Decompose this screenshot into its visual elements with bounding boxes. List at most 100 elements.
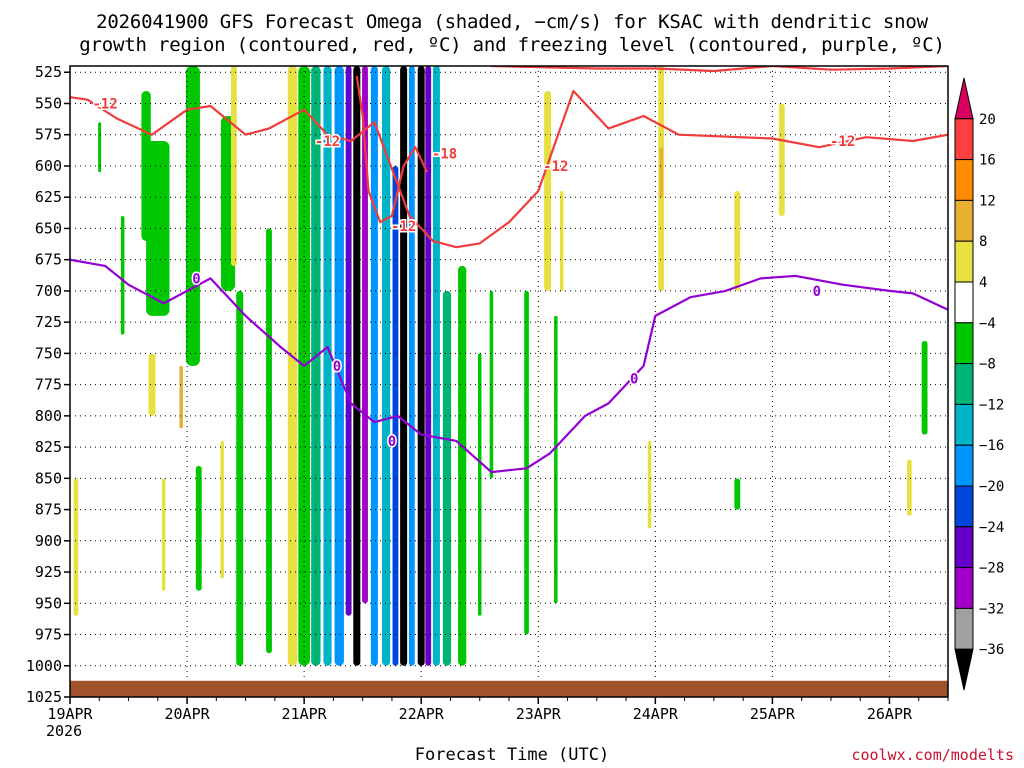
- omega-shade-0: [73, 478, 79, 616]
- colorbar-bin-1: [954, 118, 974, 161]
- colorbar-label-10: −24: [979, 520, 1004, 536]
- colorbar-bin-3: [954, 199, 974, 242]
- contour-label-10: 0: [388, 434, 396, 450]
- omega-shade-1: [98, 122, 102, 173]
- omega-shade-33: [477, 353, 482, 616]
- colorbar-bin-12: [954, 567, 974, 609]
- contour-label-5: -12: [830, 134, 855, 150]
- x-tick-label-26APR: 26APR: [867, 705, 913, 723]
- omega-shade-20: [345, 66, 352, 616]
- colorbar-bin-11: [954, 526, 974, 569]
- omega-shade-45: [921, 340, 928, 435]
- y-tick-label-725: 725: [35, 313, 62, 331]
- y-tick-label-800: 800: [35, 407, 62, 425]
- colorbar-label-7: −12: [979, 397, 1004, 413]
- colorbar-label-1: 16: [979, 153, 996, 169]
- y-tick-label-875: 875: [35, 501, 62, 519]
- omega-shade-44: [734, 478, 741, 510]
- colorbar-bin-4: [954, 240, 974, 283]
- y-tick-label-975: 975: [35, 626, 62, 644]
- omega-shade-41: [734, 190, 741, 291]
- omega-shade-30: [432, 66, 440, 666]
- colorbar-label-9: −20: [979, 479, 1004, 495]
- chart-title-line-1: 2026041900 GFS Forecast Omega (shaded, −…: [96, 11, 928, 33]
- x-tick-label-23APR: 23APR: [516, 705, 562, 723]
- omega-shade-34: [489, 290, 494, 479]
- credit-link[interactable]: coolwx.com/modelts: [851, 746, 1014, 764]
- colorbar-label-12: −32: [979, 601, 1004, 617]
- colorbar-bin-7: [954, 363, 974, 405]
- omega-shade-13: [236, 290, 244, 666]
- omega-shade-17: [311, 66, 321, 666]
- y-tick-label-900: 900: [35, 532, 62, 550]
- omega-shade-26: [400, 66, 408, 666]
- red-contour-top: [491, 66, 948, 73]
- x-tick-label-21APR: 21APR: [282, 705, 328, 723]
- omega-shade-15: [287, 66, 298, 666]
- y-tick-label-950: 950: [35, 594, 62, 612]
- contour-label-2: -12: [391, 219, 416, 235]
- omega-shade-24: [381, 66, 391, 666]
- colorbar-label-5: −4: [979, 316, 996, 332]
- terrain-band: [70, 680, 948, 697]
- omega-shade-46: [907, 459, 912, 516]
- contour-label-1: -12: [315, 134, 340, 150]
- y-tick-label-850: 850: [35, 469, 62, 487]
- colorbar-label-13: −36: [979, 642, 1004, 658]
- omega-shade-37: [544, 90, 552, 291]
- colorbar-label-3: 8: [979, 234, 987, 250]
- omega-shade-12: [220, 440, 224, 579]
- omega-shade-18: [323, 66, 332, 666]
- omega-shade-29: [425, 66, 432, 666]
- colorbar-bin-8: [954, 403, 974, 446]
- omega-shade-14: [266, 228, 272, 654]
- colorbar-bin-9: [954, 444, 974, 487]
- x-tick-label-19APR: 19APR: [47, 705, 93, 723]
- plot-area: -12 -12 -12 -18 -12 -12 0 0 0 0 0: [70, 66, 948, 697]
- omega-shade-40: [659, 147, 663, 198]
- x-tick-label-25APR: 25APR: [750, 705, 796, 723]
- omega-shade-19: [334, 66, 344, 666]
- x-axis-label: Forecast Time (UTC): [414, 745, 610, 765]
- red-contour-minus12: [70, 89, 948, 249]
- y-tick-label-1025: 1025: [26, 688, 62, 706]
- contour-label-9: 0: [813, 284, 821, 300]
- omega-shade-4: [185, 66, 200, 366]
- y-tick-label-625: 625: [35, 188, 62, 206]
- colorbar-bin-10: [954, 485, 974, 528]
- y-tick-label-825: 825: [35, 438, 62, 456]
- omega-shade-2: [120, 215, 125, 335]
- colorbar-label-4: 4: [979, 275, 987, 291]
- colorbar-bin-14: [954, 648, 974, 691]
- colorbar-label-8: −16: [979, 438, 1004, 454]
- chart-title-line-2: growth region (contoured, red, ºC) and f…: [79, 34, 945, 56]
- omega-shade-6: [230, 66, 237, 266]
- colorbar-label-11: −28: [979, 561, 1004, 577]
- y-tick-label-550: 550: [35, 94, 62, 112]
- y-tick-label-575: 575: [35, 126, 62, 144]
- contour-label-7: 0: [333, 359, 341, 375]
- omega-shade-28: [417, 66, 425, 666]
- omega-shade-42: [778, 103, 785, 216]
- colorbar-bin-2: [954, 159, 974, 201]
- colorbar-bin-0: [954, 77, 974, 120]
- omega-shade-10: [161, 478, 166, 591]
- contour-label-0: -12: [92, 96, 117, 112]
- omega-shade-32: [458, 265, 467, 666]
- omega-shade-36: [554, 315, 558, 604]
- y-tick-label-675: 675: [35, 251, 62, 269]
- y-tick-label-600: 600: [35, 157, 62, 175]
- colorbar-label-0: 20: [979, 112, 996, 128]
- y-tick-label-1000: 1000: [26, 657, 62, 675]
- omega-shade-21: [353, 66, 361, 666]
- omega-shade-9: [148, 353, 156, 416]
- y-tick-label-700: 700: [35, 282, 62, 300]
- y-tick-label-525: 525: [35, 63, 62, 81]
- colorbar-bin-5: [954, 281, 974, 324]
- colorbar-label-2: 12: [979, 193, 996, 209]
- y-tick-label-750: 750: [35, 344, 62, 362]
- omega-shade-8: [179, 365, 183, 429]
- omega-shade-11: [195, 465, 202, 591]
- omega-shade-31: [442, 290, 452, 666]
